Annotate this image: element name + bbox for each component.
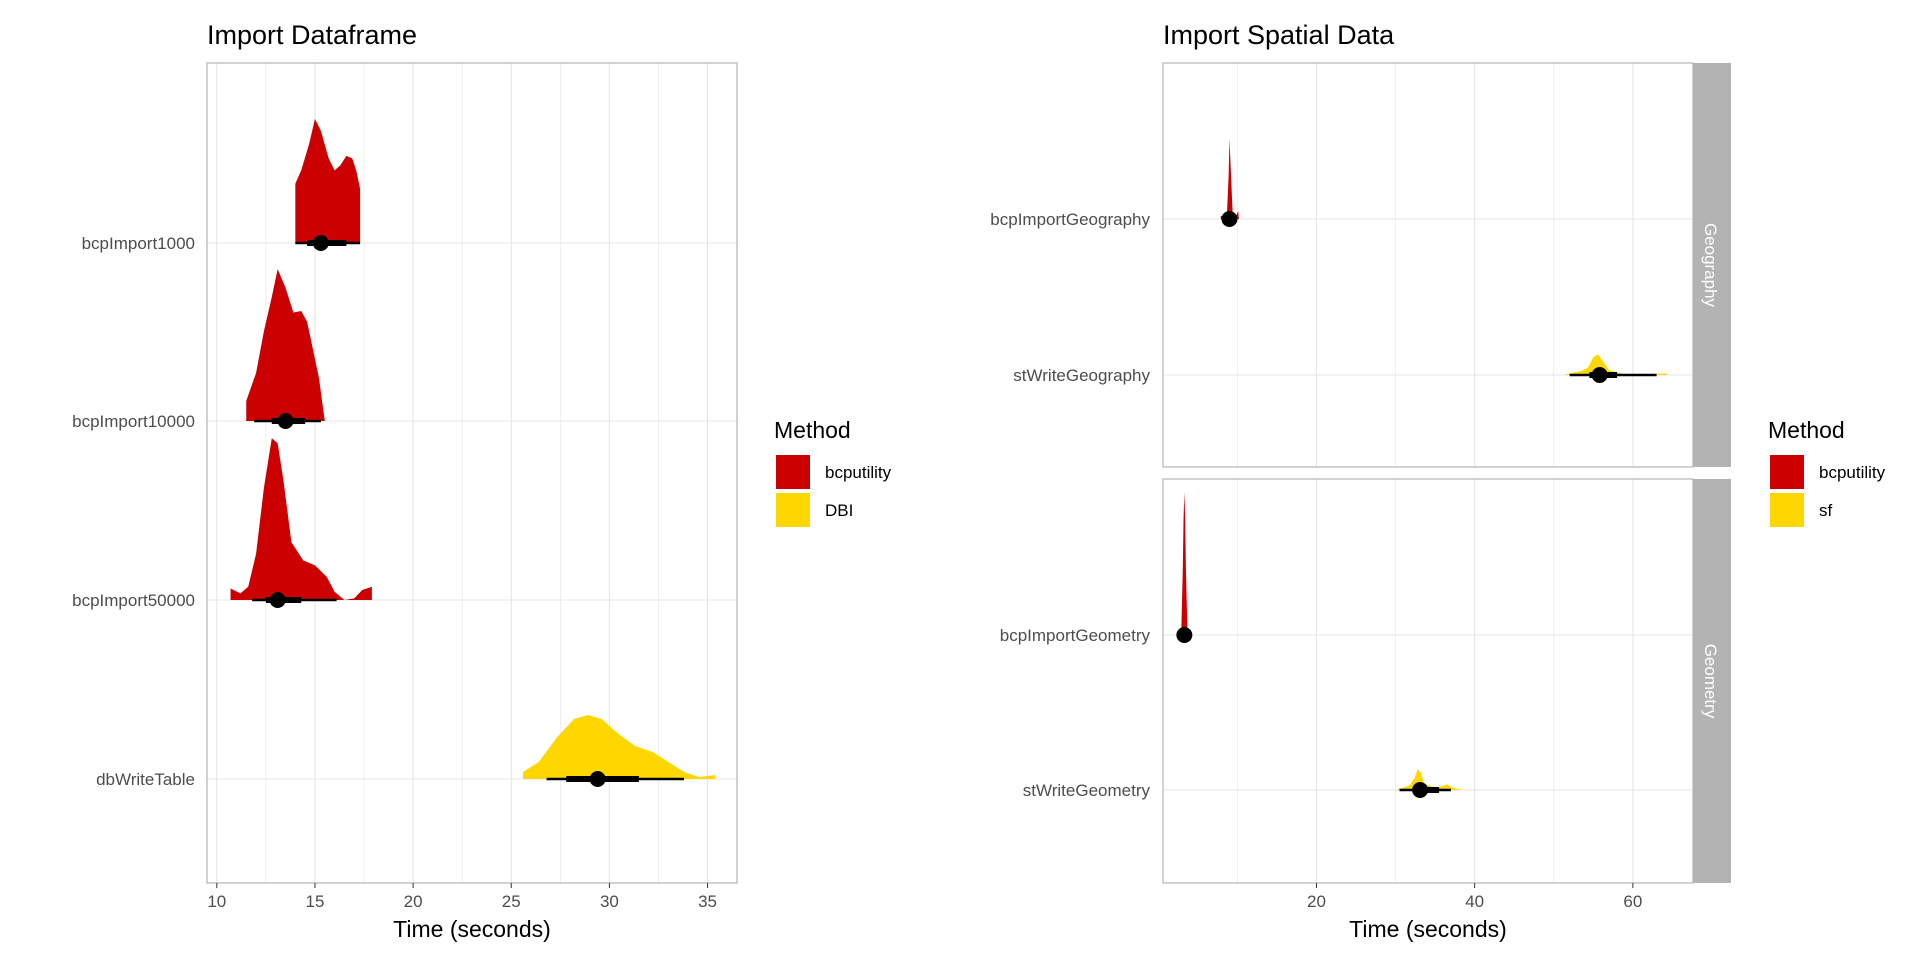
legend-key-dbi	[776, 493, 810, 527]
left-x-axis-title: Time (seconds)	[393, 916, 551, 942]
density-bcpimport1000	[295, 118, 361, 243]
left-plot-border	[206, 62, 738, 884]
median-point-stwritegeography	[1591, 367, 1608, 383]
right-legend-title: Method	[1768, 417, 1845, 443]
left-panel: Import Dataframe 10 15 20 25 30 35 bcpImport1…	[72, 20, 738, 942]
median-point-bcpimport50000	[269, 592, 286, 608]
median-point-bcpimport1000	[312, 235, 329, 251]
x-tick-label-10: 10	[207, 892, 226, 911]
facet-geometry-border	[1162, 478, 1694, 884]
median-point-bcpimportgeometry	[1176, 627, 1193, 643]
density-stwritegeography	[1565, 354, 1669, 375]
legend-key-sf	[1770, 493, 1804, 527]
right-x-axis-title: Time (seconds)	[1349, 916, 1507, 942]
legend-label-bcputility: bcputility	[825, 463, 892, 482]
left-density-layer	[230, 118, 716, 787]
x-tick-label-15: 15	[306, 892, 325, 911]
density-dbwritetable	[523, 715, 716, 779]
left-legend-title: Method	[774, 417, 851, 443]
median-point-bcpimportgeography	[1221, 211, 1238, 227]
left-x-ticks: 10 15 20 25 30 35	[207, 883, 717, 911]
facet-label-geometry: Geometry	[1701, 644, 1720, 719]
right-panel: Import Spatial Data Geography Geometry 2…	[990, 20, 1731, 942]
right-grid	[1163, 63, 1693, 883]
left-legend: Method bcputility DBI	[774, 417, 892, 527]
x-tick-label-35: 35	[698, 892, 717, 911]
x-tick-label-25: 25	[502, 892, 521, 911]
y-tick-label-bcpimport1000: bcpImport1000	[82, 234, 195, 253]
legend-label-sf: sf	[1819, 501, 1833, 520]
x-tick-label-40: 40	[1465, 892, 1484, 911]
right-density-layer	[1176, 139, 1669, 798]
density-bcpimportgeography	[1220, 139, 1239, 219]
x-tick-label-20: 20	[404, 892, 423, 911]
facet-strip-geometry-bg	[1693, 479, 1731, 883]
legend-label-dbi: DBI	[825, 501, 853, 520]
density-bcpimport10000	[246, 269, 325, 421]
right-legend: Method bcputility sf	[1768, 417, 1886, 527]
facet-geography-strip: Geography	[1693, 63, 1731, 467]
left-title: Import Dataframe	[207, 20, 417, 50]
y-tick-label-stwritegeography: stWriteGeography	[1013, 366, 1150, 385]
legend-label-bcputility-right: bcputility	[1819, 463, 1886, 482]
median-point-dbwritetable	[589, 771, 606, 787]
median-point-stwritegeometry	[1412, 782, 1429, 798]
median-point-bcpimport10000	[277, 413, 294, 429]
right-title: Import Spatial Data	[1163, 20, 1395, 50]
y-tick-label-bcpimport10000: bcpImport10000	[72, 412, 195, 431]
right-y-ticks: bcpImportGeography stWriteGeography bcpI…	[990, 210, 1150, 800]
legend-key-bcputility-right	[1770, 455, 1804, 489]
legend-key-bcputility	[776, 455, 810, 489]
left-y-ticks: bcpImport1000 bcpImport10000 bcpImport50…	[72, 234, 195, 789]
facet-geometry-strip: Geometry	[1693, 479, 1731, 883]
facet-strip-geography-bg	[1693, 63, 1731, 467]
density-bcpimport50000	[230, 438, 372, 600]
y-tick-label-bcpimportgeography: bcpImportGeography	[990, 210, 1150, 229]
y-tick-label-bcpimport50000: bcpImport50000	[72, 591, 195, 610]
y-tick-label-bcpimportgeometry: bcpImportGeometry	[1000, 626, 1151, 645]
facet-geography-border	[1162, 62, 1694, 468]
x-tick-label-20: 20	[1307, 892, 1326, 911]
x-tick-label-60: 60	[1623, 892, 1642, 911]
density-bcpimportgeometry	[1181, 492, 1188, 635]
y-tick-label-dbwritetable: dbWriteTable	[96, 770, 195, 789]
density-stwritegeometry	[1397, 769, 1466, 790]
facet-label-geography: Geography	[1701, 223, 1720, 308]
y-tick-label-stwritegeometry: stWriteGeometry	[1023, 781, 1151, 800]
right-x-ticks: 20 40 60	[1307, 883, 1642, 911]
x-tick-label-30: 30	[600, 892, 619, 911]
